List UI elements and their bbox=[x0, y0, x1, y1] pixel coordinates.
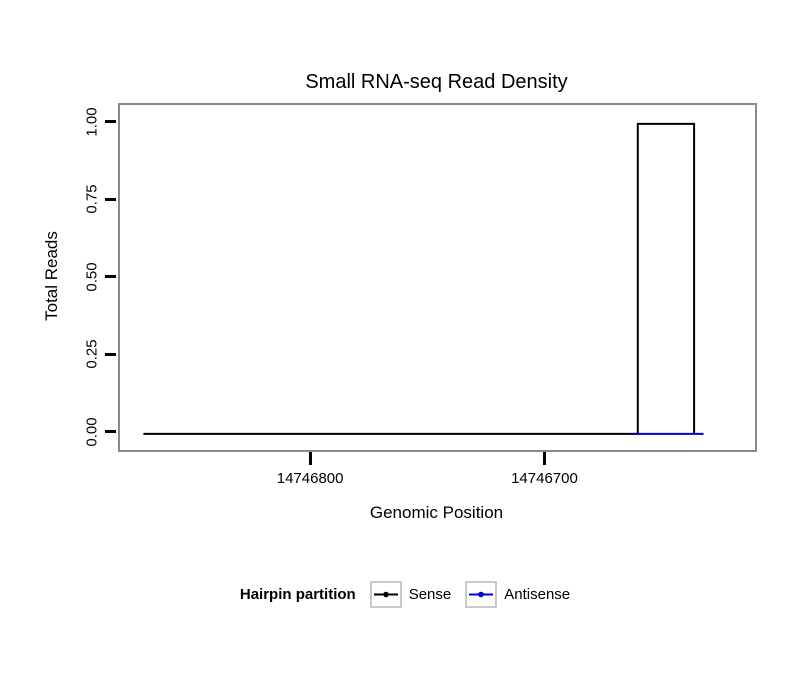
plot-svg bbox=[143, 122, 704, 435]
chart-title: Small RNA-seq Read Density bbox=[305, 71, 568, 93]
y-tick-label: 0.50 bbox=[83, 262, 101, 292]
legend-title: Hairpin partition bbox=[239, 586, 356, 603]
y-tick-mark bbox=[105, 197, 116, 201]
y-axis-title: Total Reads bbox=[42, 231, 61, 321]
x-tick-label: 14746800 bbox=[276, 470, 344, 487]
legend: Hairpin partition Sense Antisense bbox=[0, 581, 810, 608]
y-tick-mark bbox=[105, 352, 116, 356]
x-tick-mark bbox=[542, 452, 546, 465]
y-tick-label: 0.00 bbox=[83, 417, 101, 447]
legend-entry-antisense: Antisense bbox=[465, 581, 570, 608]
x-axis-title: Genomic Position bbox=[369, 503, 504, 522]
x-tick-label: 14746700 bbox=[511, 470, 578, 487]
legend-label-antisense: Antisense bbox=[504, 586, 571, 603]
y-tick-mark bbox=[105, 430, 116, 434]
y-tick-label: 0.25 bbox=[83, 339, 101, 369]
legend-entries: Sense Antisense bbox=[369, 581, 570, 608]
y-tick-label: 0.75 bbox=[83, 184, 101, 214]
y-tick-mark bbox=[105, 275, 116, 279]
legend-glyph-sense-icon bbox=[373, 591, 398, 598]
legend-label-sense: Sense bbox=[408, 586, 452, 603]
y-tick-label: 1.00 bbox=[83, 107, 101, 137]
x-tick-mark bbox=[308, 452, 312, 465]
series-sense bbox=[143, 122, 696, 435]
legend-glyph-antisense-icon bbox=[469, 591, 494, 598]
plot-panel bbox=[118, 103, 757, 452]
legend-key-antisense bbox=[465, 581, 498, 608]
legend-entry-sense: Sense bbox=[369, 581, 452, 608]
legend-key-sense bbox=[369, 581, 402, 608]
y-tick-mark bbox=[105, 120, 116, 124]
